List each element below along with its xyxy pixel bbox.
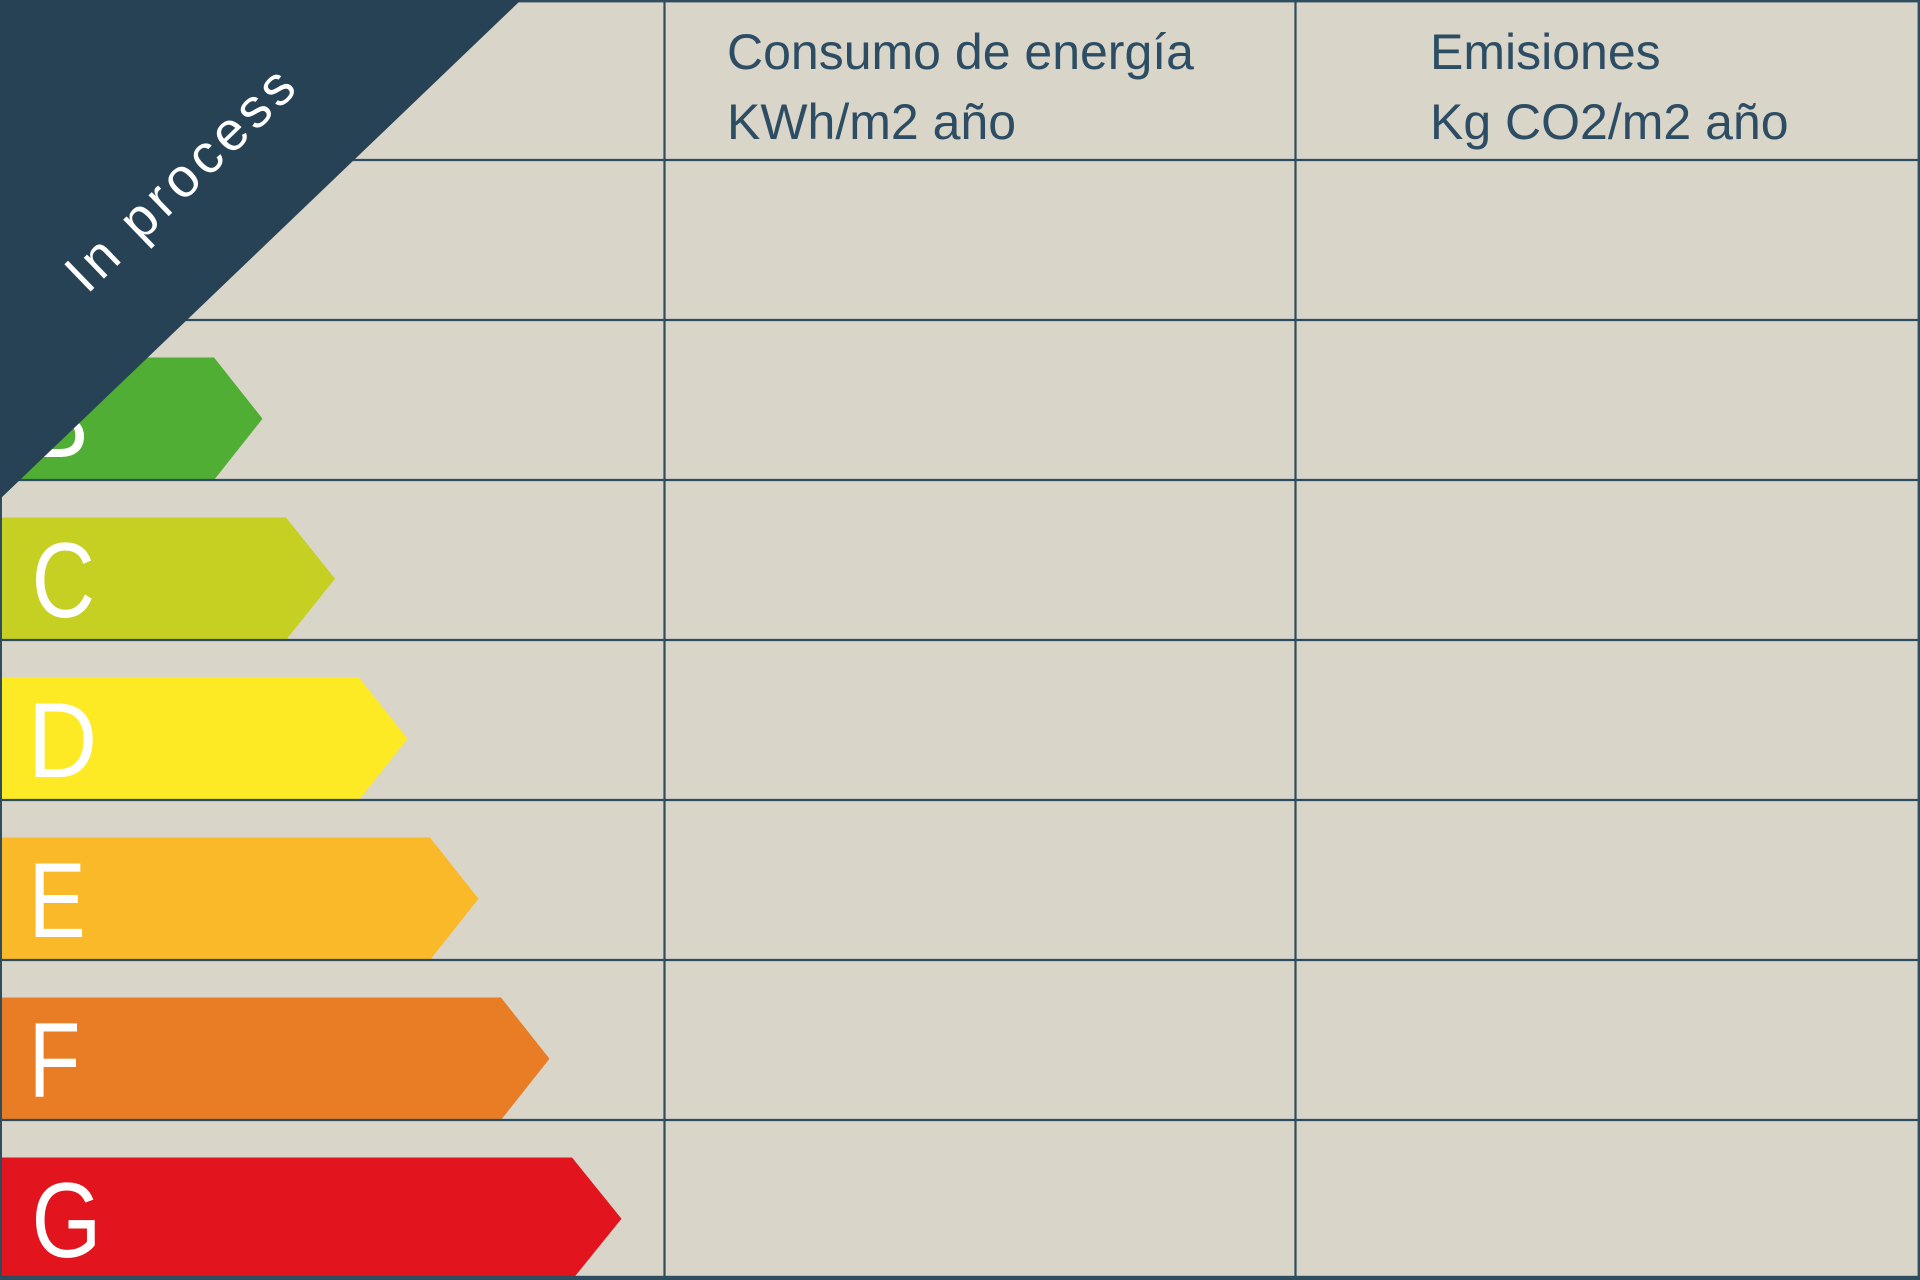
svg-text:F: F [29,1001,81,1120]
svg-text:E: E [29,840,86,960]
svg-text:Kg CO2/m2 año: Kg CO2/m2 año [1430,94,1789,150]
svg-text:C: C [32,519,95,639]
svg-text:G: G [32,1160,102,1279]
svg-text:KWh/m2 año: KWh/m2 año [727,94,1016,150]
svg-text:Consumo de energía: Consumo de energía [727,24,1194,80]
svg-text:Emisiones: Emisiones [1430,24,1661,80]
svg-text:D: D [28,680,98,800]
